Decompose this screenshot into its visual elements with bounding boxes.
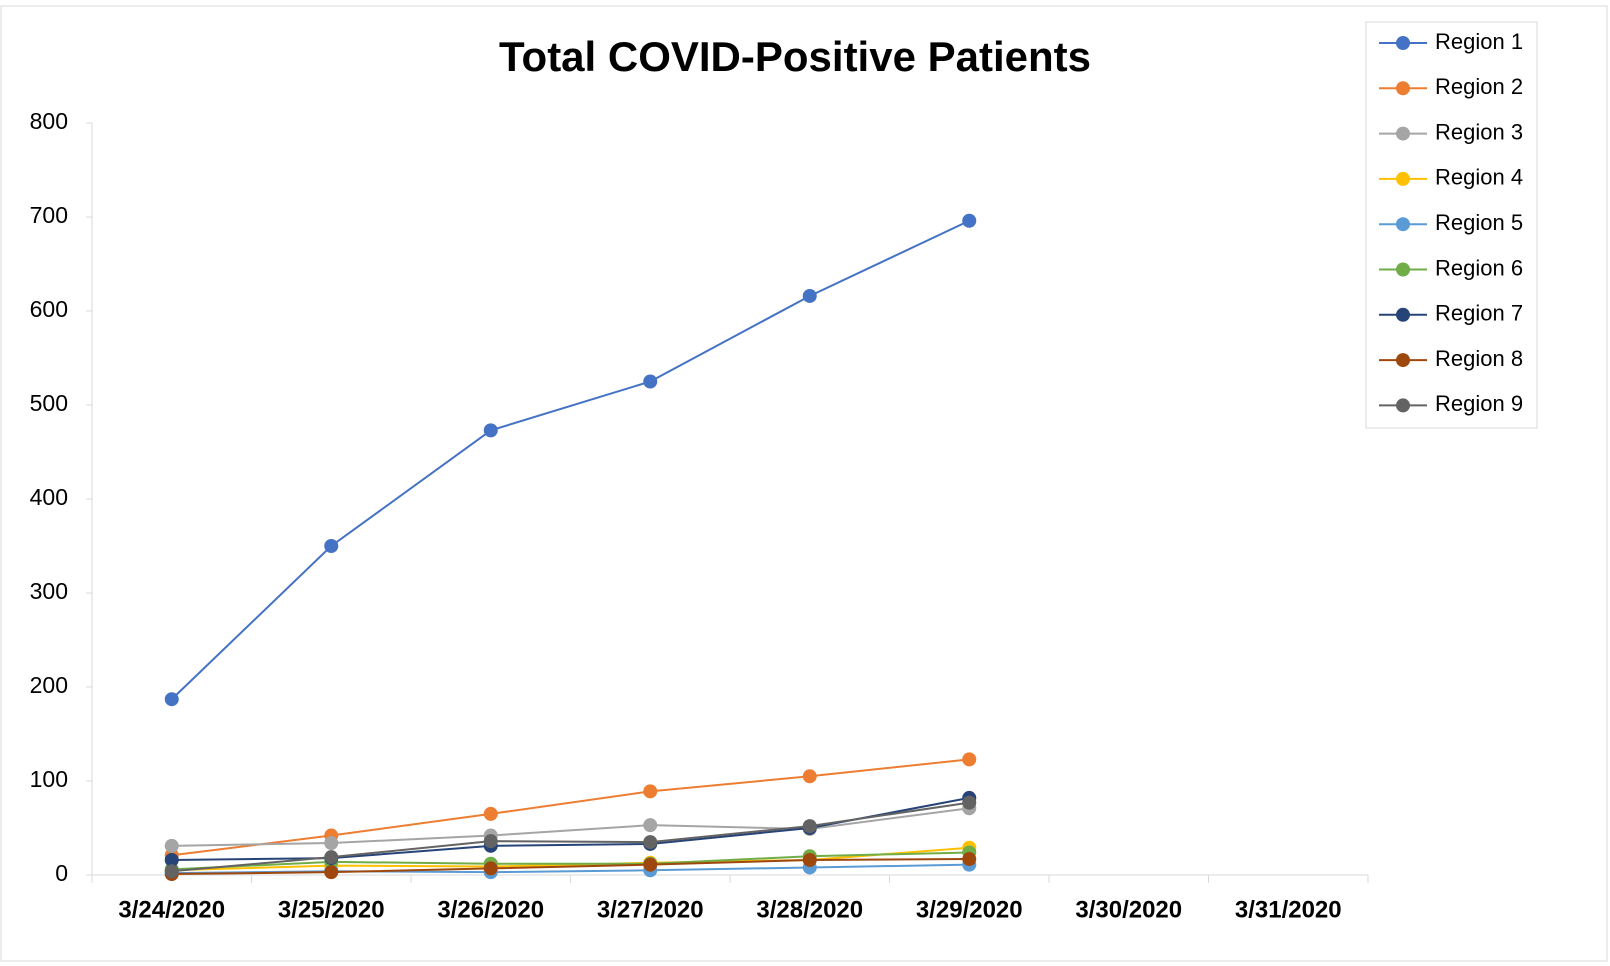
legend-label: Region 5 bbox=[1435, 210, 1523, 235]
data-point bbox=[802, 769, 817, 784]
data-point bbox=[483, 423, 498, 438]
legend-marker bbox=[1396, 36, 1410, 50]
series-line bbox=[171, 219, 970, 700]
legend-label: Region 7 bbox=[1435, 301, 1523, 326]
series-line bbox=[171, 851, 970, 871]
legend-marker bbox=[1396, 171, 1410, 186]
y-tick-label: 600 bbox=[30, 296, 68, 322]
data-point bbox=[164, 852, 179, 867]
y-tick-label: 300 bbox=[30, 578, 68, 604]
legend-label: Region 6 bbox=[1435, 255, 1523, 280]
legend-label: Region 9 bbox=[1435, 391, 1523, 416]
legend-label: Region 2 bbox=[1435, 74, 1523, 99]
chart-frame bbox=[0, 5, 1608, 962]
series-line bbox=[171, 801, 970, 873]
data-point bbox=[324, 836, 339, 851]
y-tick-label: 500 bbox=[30, 390, 68, 416]
data-point bbox=[483, 861, 498, 876]
x-tick-label: 3/26/2020 bbox=[437, 896, 544, 923]
data-point bbox=[643, 857, 658, 872]
data-point bbox=[643, 835, 658, 850]
x-tick-label: 3/28/2020 bbox=[756, 896, 863, 923]
legend-label: Region 4 bbox=[1435, 165, 1523, 190]
y-tick-label: 0 bbox=[55, 860, 68, 886]
series-line bbox=[171, 758, 970, 857]
series-line bbox=[171, 807, 970, 847]
y-tick-label: 800 bbox=[30, 108, 68, 134]
legend-marker bbox=[1396, 262, 1410, 277]
data-point bbox=[962, 752, 977, 767]
legend-marker bbox=[1396, 307, 1410, 322]
legend-label: Region 1 bbox=[1435, 29, 1523, 54]
legend-marker bbox=[1396, 217, 1410, 232]
x-tick-label: 3/27/2020 bbox=[597, 896, 704, 923]
data-point bbox=[164, 692, 179, 707]
x-tick-label: 3/25/2020 bbox=[278, 896, 385, 923]
y-tick-label: 200 bbox=[30, 672, 68, 698]
data-point bbox=[643, 818, 658, 833]
legend-label: Region 3 bbox=[1435, 119, 1523, 144]
data-point bbox=[483, 834, 498, 849]
data-point bbox=[962, 795, 977, 810]
data-point bbox=[802, 852, 817, 867]
data-point bbox=[802, 819, 817, 834]
x-tick-label: 3/29/2020 bbox=[916, 896, 1023, 923]
y-tick-label: 700 bbox=[30, 202, 68, 228]
y-tick-label: 100 bbox=[30, 766, 68, 792]
data-point bbox=[483, 806, 498, 821]
y-tick-label: 400 bbox=[30, 484, 68, 510]
legend-marker bbox=[1396, 81, 1410, 96]
data-point bbox=[802, 288, 817, 303]
data-point bbox=[962, 852, 977, 867]
data-point bbox=[324, 865, 339, 880]
legend-marker bbox=[1396, 126, 1410, 141]
x-tick-label: 3/24/2020 bbox=[118, 896, 225, 923]
data-point bbox=[164, 864, 179, 879]
chart-title: Total COVID-Positive Patients bbox=[499, 33, 1091, 80]
legend-marker bbox=[1396, 398, 1410, 413]
data-point bbox=[643, 784, 658, 799]
data-point bbox=[643, 374, 658, 389]
series-line bbox=[171, 858, 970, 876]
data-point bbox=[324, 539, 339, 553]
legend-label: Region 8 bbox=[1435, 346, 1523, 371]
x-tick-label: 3/30/2020 bbox=[1075, 896, 1182, 923]
x-tick-label: 3/31/2020 bbox=[1235, 896, 1342, 923]
data-point bbox=[164, 838, 179, 853]
data-point bbox=[962, 213, 977, 228]
data-point bbox=[324, 850, 339, 865]
legend-marker bbox=[1396, 353, 1410, 368]
